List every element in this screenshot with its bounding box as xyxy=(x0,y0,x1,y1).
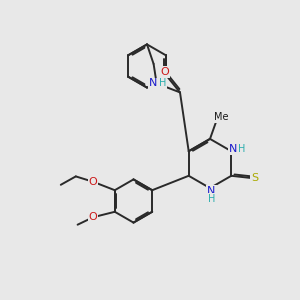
Text: N: N xyxy=(207,185,216,196)
Text: Me: Me xyxy=(214,112,228,122)
Text: O: O xyxy=(89,177,98,187)
Text: H: H xyxy=(238,144,245,154)
Text: N: N xyxy=(229,144,237,154)
Text: H: H xyxy=(159,78,166,88)
Text: O: O xyxy=(160,67,169,77)
Text: O: O xyxy=(89,212,98,222)
Text: S: S xyxy=(251,173,258,183)
Text: H: H xyxy=(208,194,215,204)
Text: N: N xyxy=(148,78,157,88)
